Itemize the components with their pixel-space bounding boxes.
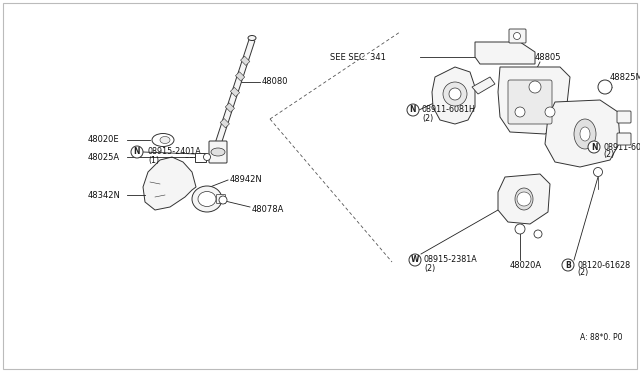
Circle shape [204,154,211,160]
Polygon shape [215,39,255,145]
Text: 48020E: 48020E [88,135,120,144]
Text: 48942N: 48942N [230,176,263,185]
Circle shape [598,80,612,94]
Text: N: N [591,142,597,151]
Circle shape [409,254,421,266]
Text: 48825M: 48825M [610,73,640,81]
Polygon shape [545,100,620,167]
Text: 08915-2401A: 08915-2401A [148,148,202,157]
Ellipse shape [192,186,222,212]
Text: B: B [565,260,571,269]
Ellipse shape [152,134,174,147]
Circle shape [593,167,602,176]
Text: 48342N: 48342N [88,190,121,199]
Circle shape [407,104,419,116]
Circle shape [515,224,525,234]
Ellipse shape [160,137,170,144]
Polygon shape [220,119,230,128]
Text: (2): (2) [424,263,435,273]
Text: N: N [134,148,140,157]
Ellipse shape [211,148,225,156]
Polygon shape [241,56,250,65]
Polygon shape [432,67,475,124]
Text: 08911-6081H: 08911-6081H [422,106,476,115]
Ellipse shape [515,188,533,210]
Text: SEE SEC. 341: SEE SEC. 341 [330,52,386,61]
Text: W: W [411,256,419,264]
Ellipse shape [574,119,596,149]
FancyBboxPatch shape [508,80,552,124]
Text: 08911-6081H: 08911-6081H [603,142,640,151]
Text: 48078A: 48078A [252,205,284,214]
Polygon shape [475,42,535,64]
Circle shape [515,107,525,117]
Text: 08120-61628: 08120-61628 [577,260,630,269]
FancyBboxPatch shape [617,133,631,145]
Text: (2): (2) [603,151,614,160]
Polygon shape [236,72,244,81]
Circle shape [449,88,461,100]
Polygon shape [143,157,196,210]
Text: N: N [410,106,416,115]
FancyBboxPatch shape [216,195,225,203]
Circle shape [517,192,531,206]
Text: (2): (2) [577,269,588,278]
FancyBboxPatch shape [195,153,205,161]
Circle shape [443,82,467,106]
Text: 08915-2381A: 08915-2381A [424,256,477,264]
Text: 48020A: 48020A [510,260,542,269]
Circle shape [131,146,143,158]
Circle shape [513,32,520,39]
Polygon shape [225,103,234,112]
Polygon shape [230,87,239,97]
Polygon shape [498,67,570,134]
Ellipse shape [198,192,216,206]
Text: 48025A: 48025A [88,153,120,161]
Circle shape [219,196,227,204]
FancyBboxPatch shape [209,141,227,163]
Text: 48805: 48805 [535,52,561,61]
FancyBboxPatch shape [509,29,526,43]
Circle shape [545,107,555,117]
Text: (1): (1) [148,155,159,164]
Circle shape [562,259,574,271]
FancyBboxPatch shape [617,111,631,123]
Ellipse shape [580,127,590,141]
Ellipse shape [248,35,256,41]
Text: A: 88*0. P0: A: 88*0. P0 [580,333,623,341]
Polygon shape [498,174,550,224]
Circle shape [588,141,600,153]
Text: 48080: 48080 [262,77,289,87]
Polygon shape [472,77,495,94]
Circle shape [534,230,542,238]
Text: (2): (2) [422,113,433,122]
Circle shape [529,81,541,93]
